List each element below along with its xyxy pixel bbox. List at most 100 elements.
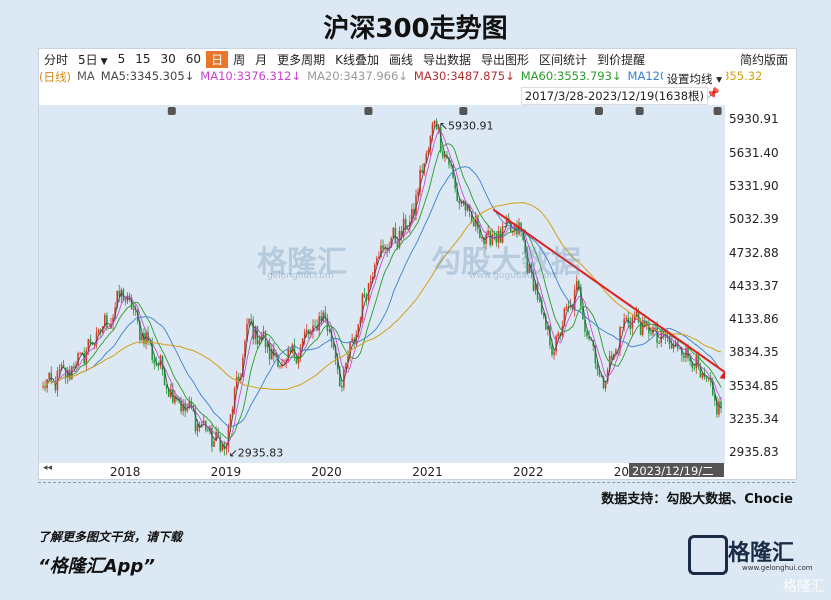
candle — [295, 356, 298, 364]
candle — [361, 293, 364, 320]
candle — [652, 327, 654, 334]
candle — [512, 230, 514, 233]
toolbar-item[interactable]: 分时 — [44, 52, 69, 67]
event-marker-icon[interactable] — [594, 107, 603, 115]
candle — [136, 310, 139, 322]
candle — [448, 158, 450, 165]
candle — [83, 352, 86, 364]
scroll-left-icon[interactable]: ◂◂ — [43, 463, 53, 473]
event-marker-icon[interactable] — [167, 107, 176, 115]
candle — [402, 218, 405, 238]
candle — [167, 388, 170, 397]
toolbar-item[interactable]: 30 — [160, 52, 176, 66]
candle — [287, 349, 290, 361]
candle — [198, 424, 201, 428]
toolbar-item[interactable]: 日 — [206, 50, 229, 68]
cursor-date-label: 2023/12/19/二 — [629, 463, 724, 478]
candle — [279, 366, 281, 368]
toolbar-item[interactable]: 5日 ▼ — [78, 52, 108, 67]
candle — [454, 177, 456, 189]
toolbar-item[interactable]: 区间统计 — [539, 52, 588, 67]
event-marker-icon[interactable] — [713, 107, 722, 115]
pin-icon[interactable]: 📌 — [706, 87, 720, 100]
candle — [231, 409, 234, 415]
candle — [479, 229, 481, 238]
candle — [250, 319, 252, 321]
ma60-line — [42, 166, 722, 427]
toolbar-item[interactable]: 更多周期 — [277, 52, 326, 67]
candle — [477, 215, 479, 230]
candle — [547, 326, 549, 330]
candle — [542, 312, 545, 317]
y-tick-label: 3534.85 — [729, 378, 779, 393]
candle — [316, 325, 318, 331]
candle — [524, 239, 527, 253]
toolbar-item[interactable]: 月 — [255, 52, 268, 67]
candle — [575, 281, 578, 290]
watermark-site-url: www.gogudata.com — [469, 271, 559, 281]
candle — [441, 151, 444, 158]
candle — [678, 348, 681, 350]
candle — [126, 295, 129, 302]
candle — [668, 336, 671, 345]
candle — [159, 356, 162, 366]
candle — [258, 340, 261, 345]
toolbar-item[interactable]: 导出数据 — [423, 52, 472, 67]
candle — [215, 431, 217, 442]
candle — [305, 330, 308, 333]
candle — [48, 372, 50, 380]
candle — [623, 319, 625, 328]
candle — [174, 396, 176, 403]
toolbar-item[interactable]: 导出图形 — [481, 52, 530, 67]
candle — [596, 363, 599, 370]
candle — [145, 332, 147, 344]
toolbar-item[interactable]: 周 — [233, 52, 246, 67]
candle — [373, 264, 376, 278]
candle — [62, 364, 65, 368]
candle — [196, 424, 199, 432]
candle — [147, 332, 149, 343]
candle — [695, 355, 698, 368]
event-marker-icon[interactable] — [635, 107, 644, 115]
candle — [697, 355, 700, 367]
candle — [419, 169, 421, 192]
event-marker-icon[interactable] — [459, 107, 468, 115]
extreme-value-label: ↙2935.83 — [229, 446, 284, 459]
watermark-site: 勾股大数据 — [431, 245, 581, 280]
candle — [462, 200, 465, 203]
candle — [190, 401, 193, 409]
candle — [332, 341, 335, 348]
y-tick-label: 3235.34 — [729, 412, 779, 427]
candle — [233, 388, 236, 410]
candle — [551, 345, 553, 355]
toolbar-layout-toggle[interactable]: 简约版面 — [739, 52, 788, 67]
candle — [217, 431, 219, 437]
candle — [108, 328, 110, 330]
candle — [345, 362, 347, 370]
candle — [149, 342, 151, 344]
candle — [384, 247, 386, 249]
candle — [522, 231, 524, 240]
toolbar-item[interactable]: K线叠加 — [335, 52, 379, 67]
candle — [324, 312, 327, 319]
candle — [112, 317, 114, 324]
candle — [689, 357, 691, 362]
candle — [557, 333, 559, 336]
toolbar-item[interactable]: 画线 — [389, 52, 414, 67]
candle — [71, 366, 73, 380]
candle — [341, 385, 343, 388]
candle — [491, 234, 494, 245]
event-marker-icon[interactable] — [364, 107, 373, 115]
candle — [371, 277, 374, 282]
y-axis: 5930.91 5631.40 5331.90 5032.39 4732.88 4433.… — [725, 105, 795, 459]
x-tick-label: 2019 — [210, 465, 242, 479]
toolbar-item[interactable]: 5 — [117, 52, 126, 66]
candle — [314, 325, 316, 327]
ma-settings-button[interactable]: 设置均线 ▾ — [662, 71, 726, 87]
toolbar-item[interactable]: 到价提醒 — [597, 52, 646, 67]
candle — [718, 401, 720, 415]
toolbar-item[interactable]: 15 — [135, 52, 151, 66]
candle — [289, 349, 292, 353]
toolbar-item[interactable]: 60 — [185, 52, 202, 66]
candle — [380, 245, 382, 257]
